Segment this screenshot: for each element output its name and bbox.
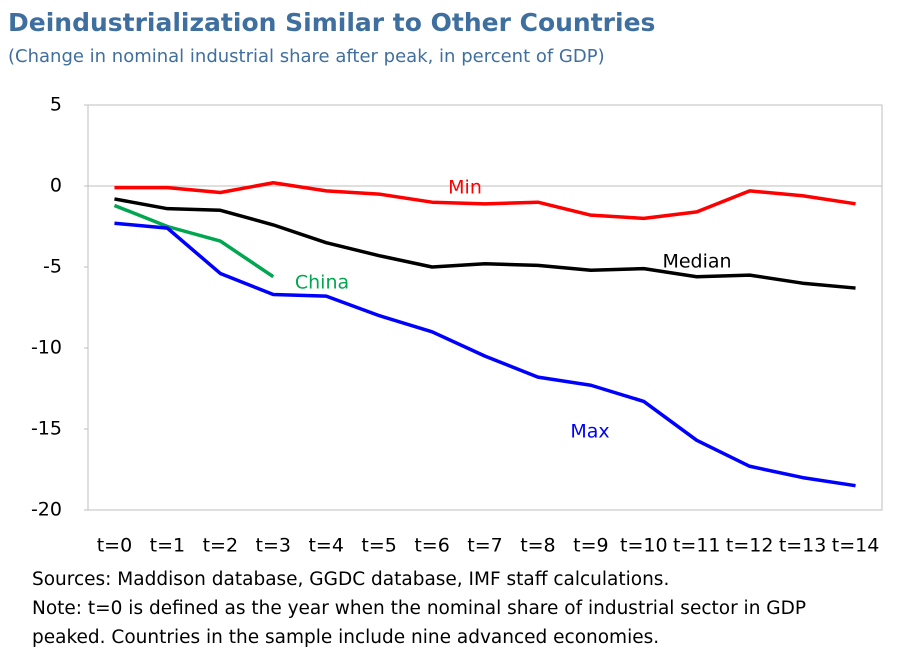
sources: Sources: Maddison database, GGDC databas… (32, 569, 670, 590)
x-tick-label: t=0 (97, 535, 132, 557)
x-tick-label: t=3 (256, 535, 291, 557)
y-tick-label: -20 (31, 499, 62, 521)
x-tick-label: t=14 (832, 535, 880, 557)
chart-title: Deindustrialization Similar to Other Cou… (8, 8, 656, 37)
chart-subtitle: (Change in nominal industrial share afte… (8, 46, 605, 67)
series-line (114, 221, 856, 488)
series-label: China (295, 272, 349, 294)
y-tick-label: -5 (43, 256, 62, 278)
x-tick-label: t=2 (203, 535, 238, 557)
x-tick-label: t=13 (779, 535, 827, 557)
series-line (114, 197, 856, 290)
plot-frame (87, 104, 883, 511)
note: Note: t=0 is defined as the year when th… (32, 598, 807, 648)
series-label: Max (570, 421, 609, 443)
series-label: Median (662, 251, 731, 273)
y-tick-label: 0 (50, 175, 62, 197)
y-tick-label: -15 (31, 418, 62, 440)
x-tick-label: t=7 (467, 535, 502, 557)
x-tick-label: t=8 (520, 535, 555, 557)
x-tick-label: t=6 (414, 535, 449, 557)
series-label: Min (448, 177, 482, 199)
x-tick-label: t=4 (308, 535, 343, 557)
series-line (114, 181, 856, 221)
x-tick-label: t=10 (620, 535, 668, 557)
series-line (113, 203, 275, 279)
x-tick-label: t=12 (726, 535, 774, 557)
y-tick-label: -10 (31, 337, 62, 359)
x-tick-label: t=5 (361, 535, 396, 557)
x-tick-label: t=1 (150, 535, 185, 557)
y-tick-label: 5 (50, 94, 62, 116)
x-tick-label: t=11 (673, 535, 721, 557)
x-tick-label: t=9 (573, 535, 608, 557)
